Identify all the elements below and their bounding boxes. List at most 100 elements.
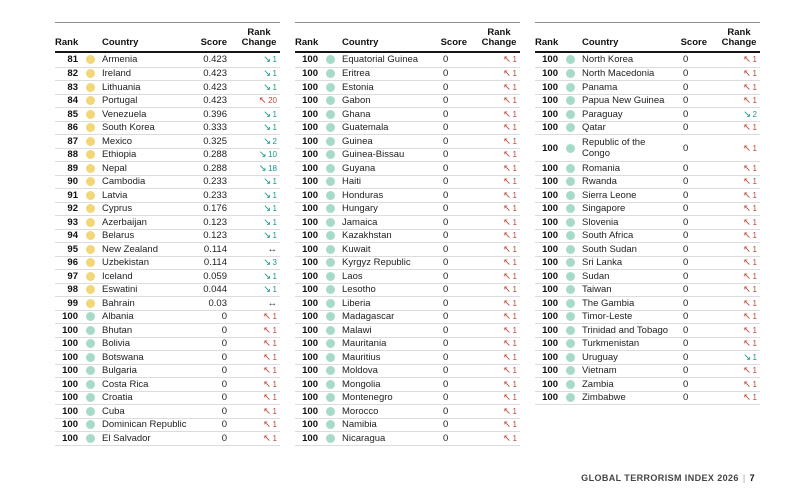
- score-cell: 0.423: [203, 95, 227, 107]
- rank-change-value: 1: [752, 177, 757, 187]
- mint-dot-icon: [565, 55, 575, 65]
- rank-change-cell: ↘ 1: [238, 203, 280, 214]
- rank-change-value: 1: [752, 55, 757, 65]
- mint-dot-icon: [325, 258, 335, 268]
- table-row: 100 Kazakhstan 0 ↖ 1: [295, 228, 520, 243]
- score-cell: 0: [443, 378, 449, 390]
- rank-cell: 92: [67, 203, 78, 215]
- rank-cell: 100: [542, 230, 558, 242]
- rank-change-up-arrow-icon: ↖: [503, 311, 512, 323]
- rank-change-down-arrow-icon: ↘: [263, 122, 272, 134]
- mint-dot-icon: [325, 406, 335, 416]
- table-row: 100 Nicaragua 0 ↖ 1: [295, 431, 520, 445]
- rank-change-value: 1: [272, 325, 277, 335]
- rank-cell: 100: [542, 365, 558, 377]
- country-dot-cell: [78, 69, 102, 79]
- country-label: Sierra Leone: [582, 189, 637, 201]
- table-row: 100 Sri Lanka 0 ↖ 1: [535, 255, 760, 270]
- mint-dot-icon: [565, 379, 575, 389]
- table-row: 100 Albania 0 ↖ 1: [55, 309, 280, 324]
- country-label: Taiwan: [582, 284, 612, 296]
- mint-dot-icon: [325, 82, 335, 92]
- table-header: Rank Country Score Rank Change: [55, 22, 280, 53]
- rank-change-cell: ↘ 1: [238, 190, 280, 201]
- mint-dot-icon: [85, 406, 95, 416]
- table-row: 100 Mongolia 0 ↖ 1: [295, 377, 520, 391]
- rank-change-value: 1: [272, 433, 277, 443]
- rank-change-value: 1: [512, 231, 517, 241]
- table-row: 100 Guatemala 0 ↖ 1: [295, 120, 520, 135]
- mint-dot-icon: [85, 393, 95, 403]
- table-row: 96 Uzbekistan 0.114 ↘ 3: [55, 255, 280, 270]
- rank-cell: 100: [62, 378, 78, 390]
- rank-change-cell: ↘ 1: [238, 54, 280, 65]
- rank-cell: 100: [302, 257, 318, 269]
- rank-change-up-arrow-icon: ↖: [503, 95, 512, 107]
- mint-dot-icon: [325, 393, 335, 403]
- rank-change-down-arrow-icon: ↘: [263, 54, 272, 66]
- rank-cell: 100: [542, 54, 558, 66]
- mint-dot-icon: [325, 163, 335, 173]
- page-footer: GLOBAL TERRORISM INDEX 2026 | 7: [581, 473, 755, 483]
- country-label: Iceland: [102, 270, 133, 282]
- country-dot-cell: [318, 352, 342, 362]
- rank-cell: 100: [302, 95, 318, 107]
- yellow-dot-icon: [85, 177, 95, 187]
- rank-change-up-arrow-icon: ↖: [743, 216, 752, 228]
- table-body: 100 North Korea 0 ↖ 1 100 North Macedonia 0 ↖ 1 10…: [535, 53, 760, 405]
- country-dot-cell: [558, 258, 582, 268]
- rank-cell: 100: [542, 338, 558, 350]
- rank-change-cell: ↖ 1: [478, 271, 520, 282]
- rank-cell: 100: [62, 392, 78, 404]
- table-row: 100 South Sudan 0 ↖ 1: [535, 242, 760, 256]
- score-cell: 0: [443, 176, 449, 188]
- yellow-dot-icon: [85, 190, 95, 200]
- country-label: Slovenia: [582, 216, 619, 228]
- rank-change-value: 1: [752, 163, 757, 173]
- rank-change-value: 1: [272, 55, 277, 65]
- rank-change-up-arrow-icon: ↖: [503, 149, 512, 161]
- mint-dot-icon: [325, 285, 335, 295]
- table-row: 99 Bahrain 0.03 ↔: [55, 296, 280, 310]
- rank-change-value: 1: [272, 393, 277, 403]
- rank-change-cell: ↖ 1: [718, 325, 760, 336]
- rank-cell: 83: [67, 81, 78, 93]
- score-cell: 0: [443, 243, 449, 255]
- country-dot-cell: [78, 163, 102, 173]
- country-label: Kuwait: [342, 243, 371, 255]
- score-cell: 0: [443, 68, 449, 80]
- rank-cell: 100: [542, 162, 558, 174]
- rank-change-value: 1: [752, 96, 757, 106]
- score-cell: 0: [443, 162, 449, 174]
- country-label: Croatia: [102, 392, 133, 404]
- country-dot-cell: [318, 325, 342, 335]
- rank-cell: 100: [62, 324, 78, 336]
- rank-change-cell: ↖ 1: [718, 284, 760, 295]
- rank-cell: 87: [67, 135, 78, 147]
- table-row: 100 Malawi 0 ↖ 1: [295, 323, 520, 337]
- rank-change-cell: ↘ 1: [238, 68, 280, 79]
- rank-change-up-arrow-icon: ↖: [743, 95, 752, 107]
- rank-cell: 100: [542, 95, 558, 107]
- rank-change-value: 1: [272, 231, 277, 241]
- rank-change-up-arrow-icon: ↖: [503, 378, 512, 390]
- country-label: Latvia: [102, 189, 128, 201]
- rank-change-up-arrow-icon: ↖: [503, 230, 512, 242]
- rank-change-cell: ↖ 1: [718, 379, 760, 390]
- rank-cell: 100: [542, 351, 558, 363]
- rank-change-value: 1: [752, 379, 757, 389]
- country-dot-cell: [558, 109, 582, 119]
- mint-dot-icon: [325, 55, 335, 65]
- rank-change-cell: ↖ 1: [238, 325, 280, 336]
- country-label: Zimbabwe: [582, 392, 626, 404]
- rank-cell: 100: [302, 216, 318, 228]
- footer-title: GLOBAL TERRORISM INDEX 2026: [581, 473, 739, 483]
- rank-change-value: 1: [272, 217, 277, 227]
- country-label: Bahrain: [102, 297, 135, 309]
- mint-dot-icon: [565, 163, 575, 173]
- rank-change-up-arrow-icon: ↖: [503, 338, 512, 350]
- rank-change-up-arrow-icon: ↖: [263, 324, 272, 336]
- country-label: South Korea: [102, 122, 155, 134]
- country-label: New Zealand: [102, 243, 158, 255]
- country-dot-cell: [78, 204, 102, 214]
